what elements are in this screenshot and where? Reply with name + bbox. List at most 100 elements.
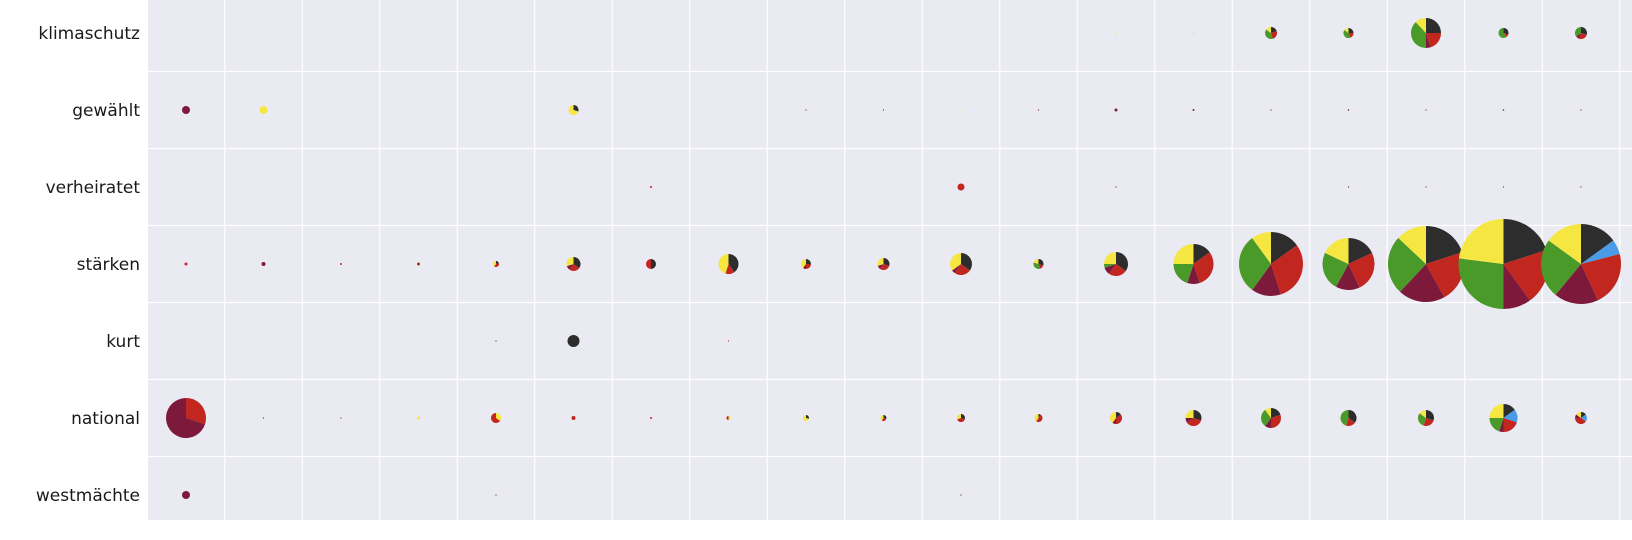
pie-slice: [1271, 245, 1304, 295]
pie-slice: [1193, 244, 1210, 264]
pie-slice: [1193, 410, 1202, 421]
pie-marker: [960, 494, 962, 496]
pie-slice: [1581, 224, 1614, 264]
pie-slice: [1116, 412, 1121, 418]
pie-slice: [1193, 252, 1214, 284]
pie-slice: [806, 264, 811, 269]
pie-slice: [1503, 219, 1547, 264]
pie-slice: [1575, 418, 1586, 425]
pie-slice: [1346, 418, 1355, 426]
pie-marker: [950, 253, 972, 275]
pie-slice: [1034, 414, 1039, 422]
pie-slice: [1265, 418, 1271, 428]
pie-slice: [1503, 404, 1515, 418]
pie-marker: [495, 494, 497, 496]
pie-slice: [165, 398, 206, 438]
pie-slice: [182, 106, 190, 114]
pie-marker: [571, 416, 576, 420]
row-label-westmachte: westmächte: [36, 486, 140, 506]
pie-slice: [1555, 264, 1599, 304]
pie-slice: [1115, 186, 1117, 188]
pie-slice: [1458, 219, 1504, 264]
row-label-gewahlt: gewählt: [72, 101, 140, 121]
pie-slice: [1252, 264, 1281, 296]
pie-slice: [567, 335, 580, 347]
pie-slice: [957, 183, 965, 191]
pie-slice: [1503, 33, 1509, 38]
pie-slice: [1192, 32, 1195, 34]
pie-slice: [417, 416, 420, 420]
pie-slice: [1115, 32, 1117, 34]
pie-marker: [1034, 414, 1043, 422]
pie-slice: [1426, 33, 1431, 48]
pie-marker: [803, 415, 809, 422]
pie-slice: [877, 258, 884, 266]
pie-marker: [184, 262, 188, 266]
row-label-verheiratet: verheiratet: [46, 178, 141, 198]
pie-slice: [957, 418, 965, 422]
pie-slice: [340, 263, 342, 265]
pie-slice: [1503, 418, 1517, 432]
pie-slice: [883, 415, 887, 419]
pie-slice: [1033, 259, 1039, 264]
pie-slice: [1423, 418, 1434, 426]
pie-marker: [567, 335, 580, 347]
pie-slice: [881, 418, 887, 421]
pie-marker: [801, 259, 811, 269]
pie-slice: [1271, 232, 1297, 264]
pie-slice: [718, 254, 729, 274]
pie-marker: [492, 261, 500, 268]
pie-marker: [1265, 27, 1278, 40]
pie-slice: [1581, 254, 1621, 301]
pie-marker: [568, 105, 579, 115]
pie-slice: [1503, 28, 1509, 35]
pie-slice: [1502, 109, 1505, 111]
pie-marker: [1037, 109, 1040, 111]
pie-slice: [1104, 252, 1116, 264]
plot-background: [148, 0, 1632, 520]
pie-slice: [1581, 27, 1587, 35]
pie-marker: [1192, 32, 1195, 34]
pie-slice: [1388, 237, 1426, 292]
pie-slice: [1116, 414, 1123, 424]
pie-slice: [492, 261, 496, 267]
pie-slice: [496, 261, 499, 264]
pie-marker: [1418, 410, 1434, 426]
pie-slice: [1548, 224, 1581, 264]
pie-marker: [1489, 404, 1518, 432]
pie-marker: [957, 414, 965, 422]
pie-marker: [182, 106, 190, 114]
pie-slice: [1426, 410, 1434, 421]
pie-slice: [1110, 412, 1116, 423]
pie-slice: [1185, 418, 1194, 423]
pie-slice: [1265, 408, 1271, 418]
pie-slice: [259, 106, 268, 114]
pie-marker: [1410, 18, 1441, 48]
pie-slice: [806, 415, 809, 419]
pie-slice: [877, 264, 884, 269]
pie-markers: [165, 18, 1621, 499]
pie-marker: [1340, 410, 1357, 426]
pie-slice: [879, 264, 890, 270]
pie-slice: [1335, 264, 1360, 291]
pie-slice: [1104, 264, 1116, 274]
pie-marker: [1270, 109, 1272, 111]
pie-marker: [262, 417, 265, 419]
pie-slice: [1185, 410, 1194, 418]
pie-slice: [1580, 186, 1582, 188]
pie-slice: [1340, 410, 1349, 426]
pie-slice: [1271, 408, 1281, 418]
pie-slice: [728, 254, 739, 273]
pie-slice: [1426, 33, 1441, 48]
pie-marker: [417, 416, 420, 420]
pie-slice: [1503, 250, 1549, 301]
pie-slice: [261, 262, 266, 266]
pie-slice: [495, 494, 497, 496]
pie-slice: [1575, 414, 1581, 418]
pie-marker: [1347, 109, 1350, 111]
pie-slice: [954, 264, 970, 275]
row-labels: klimaschutz gewählt verheiratet stärken …: [36, 24, 140, 506]
pie-marker: [727, 340, 730, 342]
pie-slice: [957, 414, 961, 420]
